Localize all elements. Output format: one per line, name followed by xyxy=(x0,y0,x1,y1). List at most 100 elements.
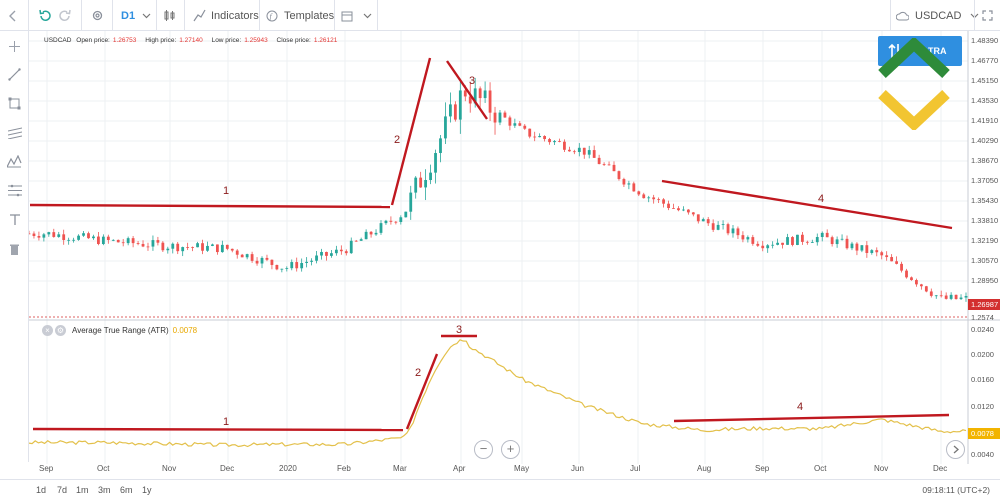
symbol-label: USDCAD xyxy=(915,9,962,22)
undo-icon[interactable] xyxy=(38,0,51,31)
candle-body xyxy=(62,234,66,240)
price-axis-label: 1.28950 xyxy=(971,276,999,285)
candle-body xyxy=(924,286,928,292)
back-arrow-icon[interactable] xyxy=(8,0,18,31)
redo-icon[interactable] xyxy=(59,0,72,31)
close-value: 1.26121 xyxy=(313,37,338,44)
candle-body xyxy=(949,294,953,299)
crosshair-icon[interactable] xyxy=(5,37,24,56)
trash-icon[interactable] xyxy=(5,240,24,259)
candle-body xyxy=(330,253,333,256)
candle-body xyxy=(72,239,76,241)
trend-line-2 xyxy=(390,57,432,206)
candle-body xyxy=(136,243,140,244)
candle-body xyxy=(369,231,373,235)
symbol-selector[interactable]: USDCAD xyxy=(896,0,979,31)
candle-body xyxy=(121,242,125,244)
calendar-button[interactable] xyxy=(341,0,372,31)
indicators-button[interactable]: Indicators xyxy=(193,0,259,31)
candle-body xyxy=(225,244,229,249)
time-axis-label: Jun xyxy=(571,464,584,473)
bottom-bar: 1d 7d 1m 3m 6m 1y 09:18:11 (UTC+2) xyxy=(0,479,1000,501)
zoom-in-button[interactable]: + xyxy=(501,440,520,459)
atr-trend-line-4 xyxy=(673,413,950,423)
candle-body xyxy=(498,112,502,123)
pattern-tool-icon[interactable] xyxy=(5,152,24,171)
trend-line-tool-icon[interactable] xyxy=(5,65,24,84)
candle-body xyxy=(800,234,804,242)
atr-axis-label: 0.0200 xyxy=(971,350,994,359)
annotation-label-4: 4 xyxy=(818,193,824,205)
channel-tool-icon[interactable] xyxy=(5,123,24,142)
candle-body xyxy=(766,245,770,249)
timeframe-selector[interactable]: D1 xyxy=(121,0,151,31)
candle-body xyxy=(761,245,765,249)
candle-body xyxy=(275,264,279,270)
atr-axis-label: 0.0240 xyxy=(971,325,994,334)
candle-body xyxy=(612,164,616,172)
high-label: High price: xyxy=(145,37,177,44)
timeframe-button-1d[interactable]: 1d xyxy=(36,485,47,495)
candle-body xyxy=(166,248,170,251)
candle-body xyxy=(424,179,428,188)
candle-body xyxy=(637,191,641,195)
candle-body xyxy=(87,233,90,239)
candle-body xyxy=(42,234,46,238)
candle-body xyxy=(37,235,41,238)
candle-body xyxy=(756,243,760,246)
candle-body xyxy=(146,246,150,248)
candle-body xyxy=(161,242,165,251)
candle-body xyxy=(374,232,378,235)
templates-button[interactable]: f Templates xyxy=(266,0,334,31)
scroll-to-latest-button[interactable] xyxy=(946,440,965,459)
ohlc-legend: USDCAD Open price: 1.26753 High price: 1.2… xyxy=(44,37,344,44)
candle-body xyxy=(572,151,576,153)
top-toolbar: D1 Indicators f Templates USDCAD xyxy=(0,0,1000,31)
candle-body xyxy=(389,220,393,222)
candle-body xyxy=(587,150,591,155)
legend-symbol: USDCAD xyxy=(44,37,72,44)
candle-body xyxy=(449,104,452,117)
timeframe-button-6m[interactable]: 6m xyxy=(120,485,133,495)
trend-line-4 xyxy=(661,179,953,230)
zoom-out-button[interactable]: − xyxy=(474,440,493,459)
candle-body xyxy=(667,203,670,209)
atr-current-tag: 0.0078 xyxy=(968,428,1000,439)
fibonacci-tool-icon[interactable] xyxy=(5,181,24,200)
timeframe-button-7d[interactable]: 7d xyxy=(57,485,68,495)
candle-body xyxy=(300,262,304,269)
candle-body xyxy=(577,147,581,153)
candle-body xyxy=(97,236,100,245)
indicator-settings-gear-icon[interactable]: ⚙ xyxy=(55,325,66,336)
candle-body xyxy=(196,243,199,248)
candle-body xyxy=(845,238,849,249)
candle-body xyxy=(245,254,249,258)
chevron-down-icon xyxy=(142,13,151,18)
rectangle-tool-icon[interactable] xyxy=(5,94,24,113)
atr-annotation-label-1: 1 xyxy=(223,416,229,428)
candle-body xyxy=(419,177,423,188)
candle-body xyxy=(553,141,556,143)
timeframe-button-1y[interactable]: 1y xyxy=(142,485,152,495)
candle-body xyxy=(186,247,190,248)
candle-body xyxy=(607,164,611,166)
text-tool-icon[interactable] xyxy=(5,210,24,229)
timeframe-button-3m[interactable]: 3m xyxy=(98,485,111,495)
candle-body xyxy=(404,211,408,218)
candle-body xyxy=(617,171,621,180)
candle-body xyxy=(156,240,160,243)
close-indicator-icon[interactable]: × xyxy=(42,325,53,336)
candlestick-type-icon[interactable] xyxy=(163,0,176,31)
time-axis-label: Dec xyxy=(933,464,948,473)
candle-body xyxy=(468,96,472,104)
time-axis-label: Oct xyxy=(814,464,827,473)
chart-canvas[interactable]: 1 2 3 4 1 2 3 4 xyxy=(29,31,1000,464)
fullscreen-icon[interactable] xyxy=(982,0,993,31)
candle-body xyxy=(201,243,204,251)
settings-gear-icon[interactable] xyxy=(91,0,104,31)
timeframe-button-1m[interactable]: 1m xyxy=(76,485,89,495)
candle-body xyxy=(944,295,948,299)
chevron-down-icon xyxy=(363,13,372,18)
candle-body xyxy=(320,251,323,256)
candle-body xyxy=(954,294,958,300)
